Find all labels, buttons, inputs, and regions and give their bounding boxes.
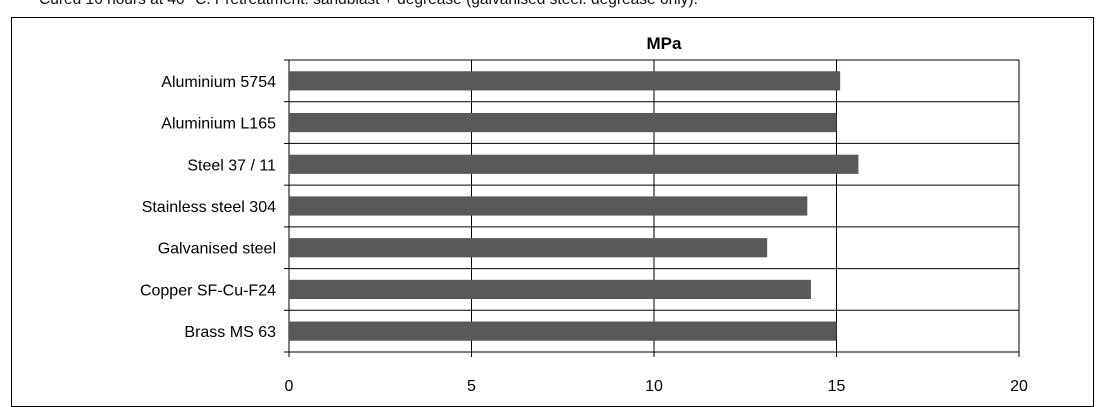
chart-title: MPa: [647, 34, 683, 53]
bars: [289, 71, 859, 341]
category-label: Stainless steel 304: [142, 199, 276, 216]
category-label: Copper SF-Cu-F24: [140, 282, 276, 299]
bar: [289, 154, 859, 174]
x-tick-label: 15: [828, 378, 846, 394]
bar: [289, 321, 837, 341]
bar-chart: MPa Aluminium 5754 Aluminium L165 Steel 37…: [140, 34, 1028, 394]
x-tick-label: 10: [645, 378, 663, 394]
bar: [289, 71, 841, 91]
chart-caption: Cured 16 hours at 40 °C. Pretreatment: s…: [39, 0, 698, 9]
bar: [289, 238, 768, 258]
bar: [289, 196, 808, 216]
category-label: Steel 37 / 11: [187, 157, 276, 174]
x-tick-labels: 0 5 10 15 20: [285, 378, 1028, 394]
x-tick-label: 0: [285, 378, 294, 394]
x-tick-label: 20: [1010, 378, 1028, 394]
bar: [289, 112, 837, 133]
category-label: Galvanised steel: [158, 241, 276, 258]
category-label: Aluminium L165: [161, 116, 276, 133]
x-tick-label: 5: [467, 378, 476, 394]
category-label: Aluminium 5754: [161, 74, 276, 91]
bar: [289, 279, 811, 300]
category-label: Brass MS 63: [184, 324, 276, 341]
category-labels: Aluminium 5754 Aluminium L165 Steel 37 / 1…: [140, 74, 276, 341]
